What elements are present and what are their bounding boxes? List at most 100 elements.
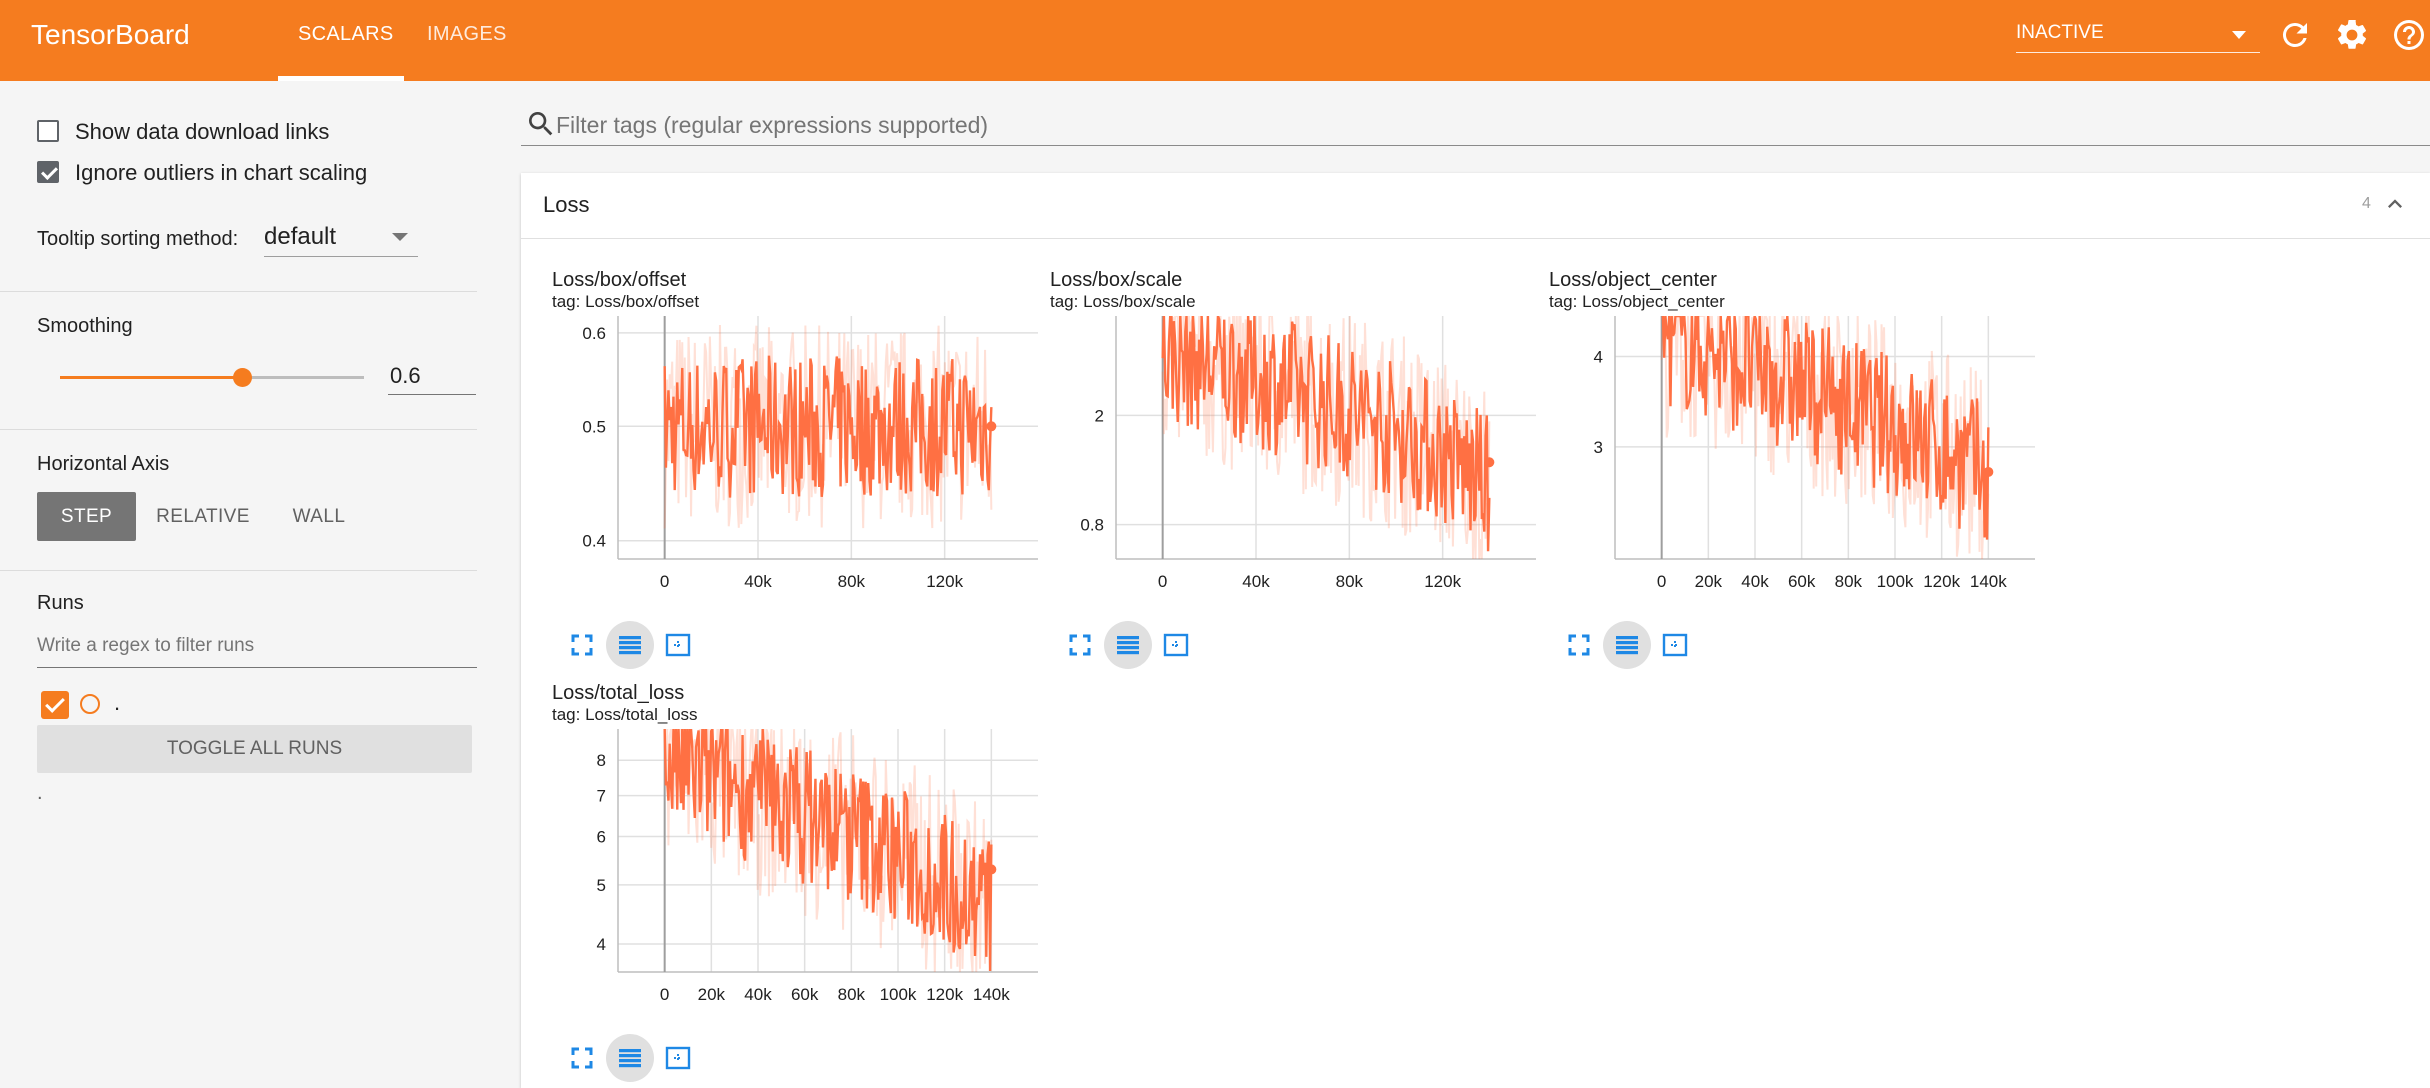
fit-domain-frame	[1662, 633, 1688, 657]
fullscreen-glyph	[1069, 634, 1091, 656]
action-highlight	[1104, 621, 1152, 669]
run-selector-dropdown[interactable]: INACTIVE	[2016, 14, 2260, 53]
y-tick-label: 7	[597, 787, 606, 806]
x-tick-label: 60k	[791, 985, 819, 1004]
run-color-picker[interactable]	[80, 694, 100, 714]
series-end-point[interactable]	[1983, 466, 1994, 477]
y-tick-label: 2	[1095, 406, 1104, 425]
series-end-point[interactable]	[986, 421, 997, 432]
fullscreen-icon[interactable]	[558, 1034, 606, 1082]
smoothing-slider-thumb[interactable]	[233, 368, 253, 387]
fullscreen-icon[interactable]	[1056, 621, 1104, 669]
line-chart[interactable]: 0 20k 40k 60k 80k 100k 120k 140k 4 5 6 7 8	[552, 729, 1042, 1029]
log-scale-bar	[619, 651, 641, 655]
smoothing-label: Smoothing	[37, 315, 133, 337]
fit-domain-icon[interactable]	[654, 1034, 702, 1082]
fit-domain-frame	[665, 1046, 691, 1070]
y-tick-label: 0.4	[582, 532, 606, 551]
series-end-point[interactable]	[986, 864, 997, 875]
chart-title: Loss/total_loss	[552, 682, 685, 704]
smoothing-value-input[interactable]: 0.6	[388, 361, 476, 395]
series-smoothed-line	[663, 729, 993, 972]
reload-icon[interactable]	[2277, 17, 2313, 53]
fit-domain-cross	[674, 641, 682, 649]
fullscreen-icon[interactable]	[558, 621, 606, 669]
log-scale-bar	[619, 1049, 641, 1053]
x-tick-label: 140k	[1970, 572, 2007, 591]
x-tick-label: 0	[660, 572, 669, 591]
category-header[interactable]: Loss 4	[521, 173, 2430, 239]
axis-relative-button[interactable]: RELATIVE	[156, 506, 250, 527]
log-scale-icon[interactable]	[606, 1034, 654, 1082]
main-content: Filter tags (regular expressions support…	[521, 81, 2430, 1088]
runs-data-location: .	[37, 782, 43, 804]
tooltip-sorting-label: Tooltip sorting method:	[37, 228, 239, 250]
action-highlight	[606, 621, 654, 669]
x-tick-label: 80k	[1336, 572, 1364, 591]
fit-domain-icon[interactable]	[1152, 621, 1200, 669]
line-chart[interactable]: 0 20k 40k 60k 80k 100k 120k 140k 3 4	[1549, 316, 2039, 616]
y-tick-label: 0.6	[582, 324, 606, 343]
fit-domain-frame	[1163, 633, 1189, 657]
axis-step-button[interactable]: STEP	[37, 492, 136, 541]
horizontal-axis-label: Horizontal Axis	[37, 453, 170, 475]
toggle-all-runs-button[interactable]: TOGGLE ALL RUNS	[37, 725, 472, 773]
tab-scalars[interactable]: SCALARS	[298, 23, 394, 45]
fit-domain-icon[interactable]	[1651, 621, 1699, 669]
x-tick-label: 20k	[698, 985, 726, 1004]
y-tick-label: 4	[1594, 347, 1603, 366]
smoothing-slider-fill	[60, 376, 243, 379]
fit-domain-frame	[665, 633, 691, 657]
y-tick-label: 0.5	[582, 417, 606, 436]
runs-label: Runs	[37, 592, 84, 614]
log-scale-icon[interactable]	[1603, 621, 1651, 669]
chevron-up-icon[interactable]	[2381, 190, 2409, 218]
tag-filter[interactable]: Filter tags (regular expressions support…	[521, 107, 2430, 146]
run-checkbox[interactable]	[41, 691, 69, 719]
line-chart[interactable]: 0 40k 80k 120k 0.8 2	[1050, 316, 1540, 616]
fit-domain-icon[interactable]	[654, 621, 702, 669]
help-icon[interactable]	[2391, 17, 2427, 53]
fullscreen-glyph	[571, 634, 593, 656]
tab-images[interactable]: IMAGES	[427, 23, 507, 45]
fullscreen-glyph	[571, 1047, 593, 1069]
log-scale-bar	[1117, 636, 1139, 640]
log-scale-icon[interactable]	[606, 621, 654, 669]
chart-tag: tag: Loss/object_center	[1549, 292, 1725, 311]
settings-icon[interactable]	[2334, 17, 2370, 53]
category-title: Loss	[543, 192, 590, 217]
checkbox-unchecked-icon	[37, 120, 59, 142]
x-tick-label: 80k	[838, 572, 866, 591]
chart-title: Loss/box/scale	[1050, 269, 1183, 291]
line-chart[interactable]: 0 40k 80k 120k 0.4 0.5 0.6	[552, 316, 1042, 616]
runs-filter-input[interactable]: Write a regex to filter runs	[37, 630, 477, 668]
log-scale-icon[interactable]	[1104, 621, 1152, 669]
smoothing-slider[interactable]	[60, 368, 364, 387]
chart-actions	[552, 1034, 752, 1082]
x-tick-label: 120k	[1923, 572, 1960, 591]
chart-card: Loss/object_center tag: Loss/object_cent…	[1549, 268, 2039, 674]
x-tick-label: 40k	[744, 985, 772, 1004]
y-tick-label: 3	[1594, 438, 1603, 457]
run-selector-value: INACTIVE	[2016, 22, 2104, 43]
fit-domain-cross	[674, 1054, 682, 1062]
series-smoothed-line	[1661, 316, 1990, 540]
log-scale-bar	[1616, 651, 1638, 655]
chart-tag: tag: Loss/total_loss	[552, 705, 698, 724]
fullscreen-icon[interactable]	[1555, 621, 1603, 669]
y-tick-label: 8	[597, 751, 606, 770]
x-tick-label: 40k	[1242, 572, 1270, 591]
action-highlight	[1603, 621, 1651, 669]
log-scale-bar	[619, 1059, 641, 1063]
series-end-point[interactable]	[1484, 457, 1495, 468]
ignore-outliers-label: Ignore outliers in chart scaling	[75, 160, 368, 185]
tooltip-sorting-dropdown[interactable]: default	[264, 220, 418, 257]
chart-actions	[1050, 621, 1250, 669]
checkbox-checked-icon	[37, 161, 59, 183]
tag-filter-input[interactable]: Filter tags (regular expressions support…	[556, 112, 989, 138]
chart-actions	[552, 621, 752, 669]
chart-card: Loss/total_loss tag: Loss/total_loss 0 20…	[552, 681, 1042, 1087]
axis-wall-button[interactable]: WALL	[292, 506, 346, 527]
chart-tag: tag: Loss/box/offset	[552, 292, 700, 311]
chart-title: Loss/box/offset	[552, 269, 687, 291]
